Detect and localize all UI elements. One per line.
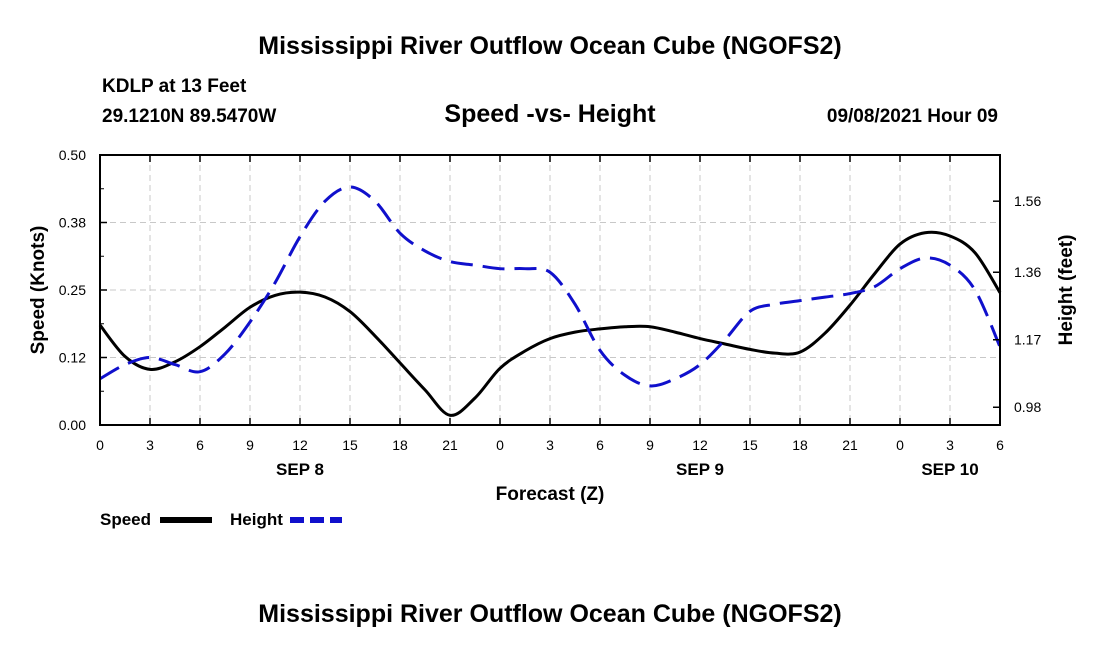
station-coordinates: 29.1210N 89.5470W xyxy=(102,106,277,127)
x-tick-label: 9 xyxy=(246,437,254,453)
y-right-tick-label: 1.56 xyxy=(1014,193,1041,209)
footer-title: Mississippi River Outflow Ocean Cube (NG… xyxy=(258,600,842,628)
chart-subtitle: Speed -vs- Height xyxy=(444,100,656,128)
date-label: SEP 10 xyxy=(921,460,978,479)
y-axis-left-label: Speed (Knots) xyxy=(28,226,49,355)
x-axis-label: Forecast (Z) xyxy=(496,484,605,505)
height-series-line xyxy=(99,185,1002,388)
grid xyxy=(100,155,1000,425)
y-axis-right-label: Height (feet) xyxy=(1056,235,1077,346)
x-tick-label: 6 xyxy=(996,437,1004,453)
date-label: SEP 8 xyxy=(276,460,324,479)
y-left-tick-label: 0.00 xyxy=(59,417,86,433)
chart-title: Mississippi River Outflow Ocean Cube (NG… xyxy=(258,32,842,60)
x-tick-label: 3 xyxy=(946,437,954,453)
axes: 0 3 6 9 12 15 18 21 0 3 6 9 12 15 18 21 0 3 6 SEP 8 SEP 9 SEP… xyxy=(59,147,1042,479)
x-tick-label: 6 xyxy=(596,437,604,453)
x-tick-label: 3 xyxy=(146,437,154,453)
x-tick-label: 0 xyxy=(96,437,104,453)
y-right-tick-label: 1.17 xyxy=(1014,332,1041,348)
y-left-tick-label: 0.38 xyxy=(59,215,86,231)
legend: Speed Height xyxy=(100,510,342,529)
forecast-datetime: 09/08/2021 Hour 09 xyxy=(826,106,998,127)
y-right-tick-label: 0.98 xyxy=(1014,399,1041,415)
x-tick-label: 9 xyxy=(646,437,654,453)
y-left-tick-label: 0.25 xyxy=(59,282,86,298)
legend-speed-label: Speed xyxy=(100,510,151,529)
x-tick-label: 6 xyxy=(196,437,204,453)
y-right-tick-label: 1.36 xyxy=(1014,264,1041,280)
x-tick-label: 21 xyxy=(842,437,858,453)
x-tick-label: 0 xyxy=(496,437,504,453)
x-tick-label: 18 xyxy=(792,437,808,453)
date-label: SEP 9 xyxy=(676,460,724,479)
station-label: KDLP at 13 Feet xyxy=(102,76,247,97)
x-tick-label: 15 xyxy=(742,437,758,453)
x-tick-label: 0 xyxy=(896,437,904,453)
x-tick-label: 12 xyxy=(692,437,708,453)
x-tick-label: 15 xyxy=(342,437,358,453)
series-group xyxy=(98,185,1002,417)
y-left-tick-label: 0.50 xyxy=(59,147,86,163)
speed-series-line xyxy=(98,230,1002,417)
x-tick-label: 12 xyxy=(292,437,308,453)
x-tick-label: 18 xyxy=(392,437,408,453)
legend-height-label: Height xyxy=(230,510,283,529)
y-left-tick-label: 0.12 xyxy=(59,350,86,366)
x-tick-label: 21 xyxy=(442,437,458,453)
x-tick-label: 3 xyxy=(546,437,554,453)
